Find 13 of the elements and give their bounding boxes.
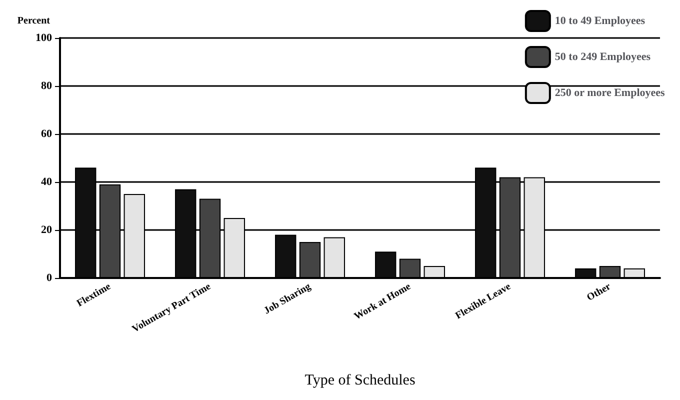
y-tick-label: 40	[41, 176, 52, 188]
x-tick-label: Work at Home	[352, 280, 414, 322]
legend-label: 10 to 49 Employees	[554, 15, 646, 27]
x-axis-title: Type of Schedules	[304, 372, 416, 388]
y-axis-title: Percent	[17, 16, 51, 26]
legend-label: 250 or more Employees	[554, 87, 666, 99]
y-tick-label: 20	[41, 224, 52, 236]
y-tick-label: 100	[36, 32, 52, 44]
y-tick-label: 60	[41, 128, 52, 140]
y-tick-label: 80	[41, 80, 52, 92]
x-tick-label: Other	[585, 280, 614, 304]
legend-label: 50 to 249 Employees	[554, 51, 652, 63]
y-tick-label: 0	[46, 272, 52, 284]
